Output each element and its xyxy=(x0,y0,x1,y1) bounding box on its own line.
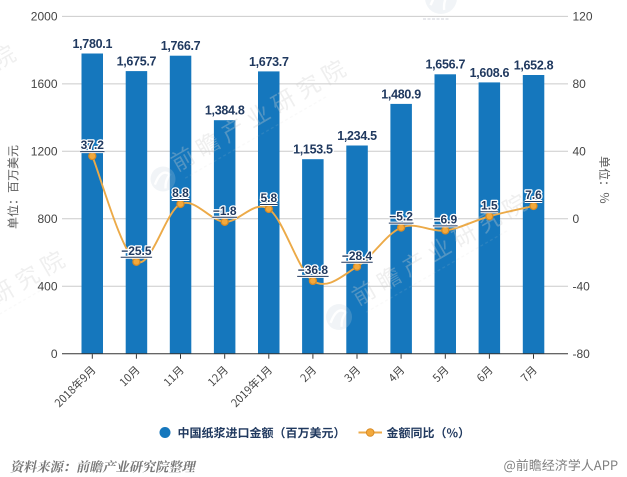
svg-text:8.8: 8.8 xyxy=(172,186,189,200)
svg-text:-80: -80 xyxy=(573,347,591,361)
svg-text:1,780.1: 1,780.1 xyxy=(72,37,112,51)
svg-text:−28.4: −28.4 xyxy=(342,249,373,263)
svg-text:0: 0 xyxy=(51,347,58,361)
svg-text:1,766.7: 1,766.7 xyxy=(161,39,201,53)
svg-text:1,480.9: 1,480.9 xyxy=(381,87,421,101)
svg-text:1,608.6: 1,608.6 xyxy=(470,66,510,80)
svg-text:1,652.8: 1,652.8 xyxy=(514,58,554,72)
svg-text:80: 80 xyxy=(573,77,587,91)
svg-text:37.2: 37.2 xyxy=(81,138,105,152)
svg-text:−1.8: −1.8 xyxy=(213,204,237,218)
svg-text:-40: -40 xyxy=(573,280,591,294)
svg-text:−6.9: −6.9 xyxy=(433,213,457,227)
svg-text:1200: 1200 xyxy=(31,145,58,159)
svg-text:1,656.7: 1,656.7 xyxy=(425,58,465,72)
svg-text:−5.2: −5.2 xyxy=(389,210,413,224)
svg-text:1,153.5: 1,153.5 xyxy=(293,143,333,157)
svg-text:800: 800 xyxy=(37,212,57,226)
svg-text:1,384.8: 1,384.8 xyxy=(205,104,245,118)
svg-text:1,675.7: 1,675.7 xyxy=(117,55,157,69)
svg-text:2000: 2000 xyxy=(31,10,58,24)
svg-text:−36.8: −36.8 xyxy=(298,263,329,277)
svg-text:1600: 1600 xyxy=(31,77,58,91)
svg-text:40: 40 xyxy=(573,145,587,159)
svg-text:−25.5: −25.5 xyxy=(121,244,152,258)
svg-text:400: 400 xyxy=(37,280,57,294)
svg-text:5.8: 5.8 xyxy=(260,191,277,205)
svg-text:0: 0 xyxy=(573,212,580,226)
svg-text:1,673.7: 1,673.7 xyxy=(249,55,289,69)
svg-text:7.6: 7.6 xyxy=(525,188,542,202)
svg-text:120: 120 xyxy=(573,10,593,24)
svg-text:1.5: 1.5 xyxy=(481,198,498,212)
svg-text:1,234.5: 1,234.5 xyxy=(337,129,377,143)
